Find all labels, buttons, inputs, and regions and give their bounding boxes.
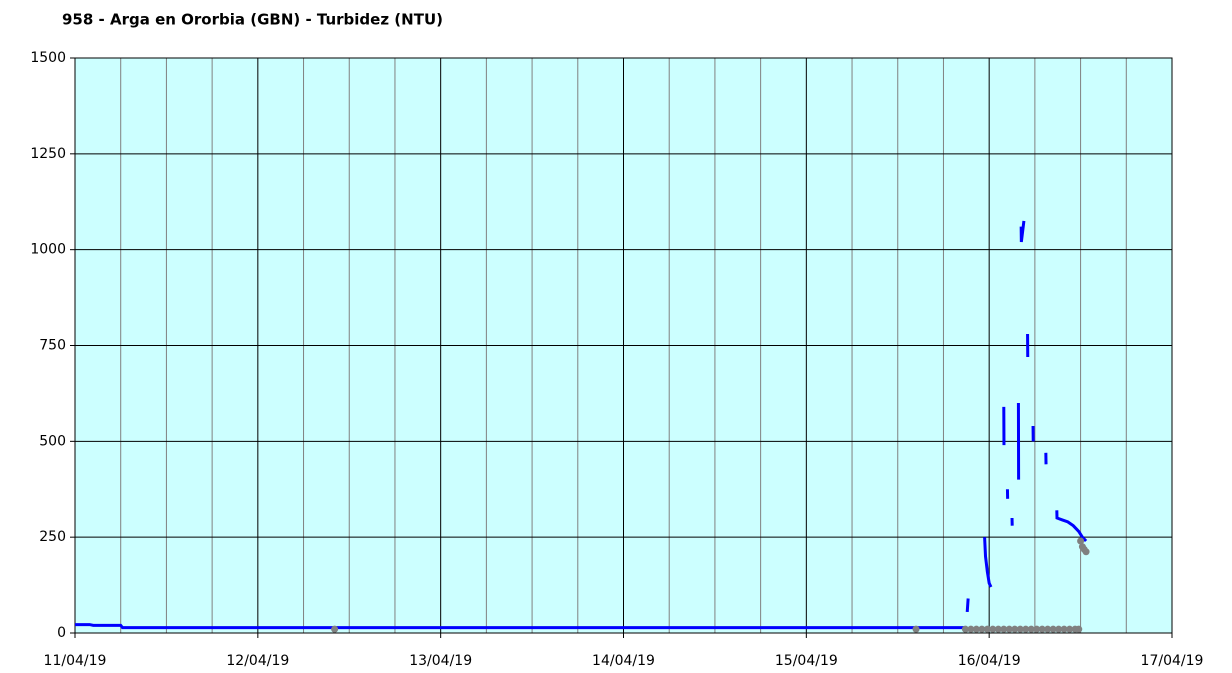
marker [1038,625,1046,633]
y-tick-label: 500 [39,433,66,449]
marker [1000,625,1008,633]
marker [1075,625,1083,633]
y-tick-label: 1500 [30,50,66,66]
y-tick-label: 750 [39,338,66,354]
marker [978,625,986,633]
marker [967,625,975,633]
marker [994,625,1002,633]
marker [1033,625,1041,633]
y-tick-label: 250 [39,529,66,545]
marker [1049,625,1057,633]
marker [1060,625,1068,633]
marker [1077,537,1085,545]
x-tick-label: 14/04/19 [592,653,655,669]
marker [961,625,969,633]
marker [331,625,339,633]
marker [1011,625,1019,633]
y-tick-label: 1000 [30,242,66,258]
y-tick-label: 1250 [30,146,66,162]
marker [972,625,980,633]
chart-title: 958 - Arga en Ororbia (GBN) - Turbidez (… [62,11,443,29]
marker [1055,625,1063,633]
marker [989,625,997,633]
marker [1027,625,1035,633]
marker [912,625,920,633]
x-tick-label: 13/04/19 [409,653,472,669]
data-line [75,220,1088,630]
x-tick-label: 15/04/19 [775,653,838,669]
marker [1044,625,1052,633]
y-tick-label: 0 [57,625,66,641]
marker [1082,548,1090,556]
x-tick-label: 11/04/19 [44,653,107,669]
marker [1005,625,1013,633]
marker [1066,625,1074,633]
x-tick-label: 12/04/19 [226,653,289,669]
x-tick-label: 17/04/19 [1141,653,1204,669]
marker [1016,625,1024,633]
marker [1022,625,1030,633]
x-tick-label: 16/04/19 [958,653,1021,669]
marker [983,625,991,633]
